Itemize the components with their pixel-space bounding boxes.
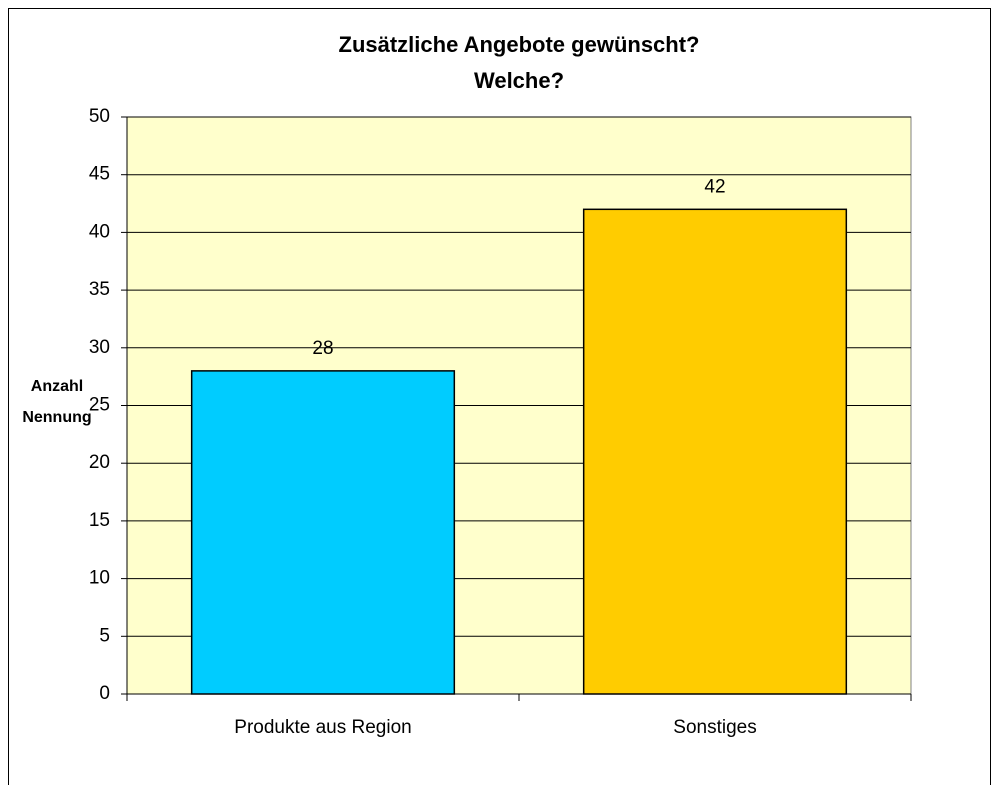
data-label: 28 [312,338,333,359]
y-axis-label: Anzahl [31,378,83,395]
bar [190,370,456,695]
y-tick-label: 20 [89,452,110,473]
y-tick-label: 10 [89,568,110,589]
data-label: 42 [704,176,725,197]
y-tick-label: 0 [99,683,110,704]
y-tick-label: 15 [89,510,110,531]
chart-title: Zusätzliche Angebote gewünscht? [339,32,700,57]
y-tick-label: 5 [99,625,110,646]
y-tick-label: 35 [89,279,110,300]
x-tick-label: Sonstiges [673,717,756,738]
chart-frame [8,8,991,785]
x-tick-label: Produkte aus Region [234,717,411,738]
y-tick-label: 30 [89,337,110,358]
y-tick-label: 50 [89,106,110,127]
chart-title: Welche? [474,68,564,93]
bar [582,208,848,695]
y-tick-label: 40 [89,221,110,242]
y-tick-label: 45 [89,164,110,185]
y-tick-label: 25 [89,395,110,416]
y-axis-label: Nennung [22,409,91,426]
